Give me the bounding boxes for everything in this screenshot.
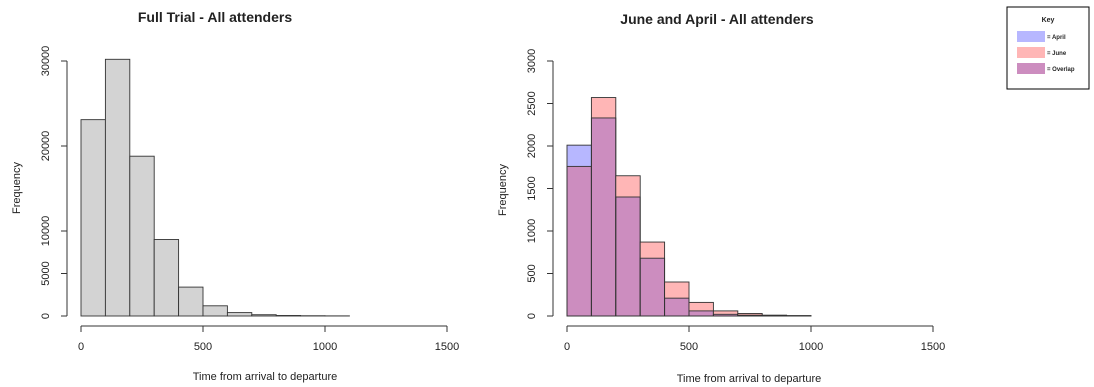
legend-label: = June: [1047, 51, 1067, 57]
june-bar-outline: [664, 281, 690, 317]
x-tick-label: 0: [564, 341, 570, 353]
overlap-bar: [615, 197, 641, 316]
histogram-bar: [129, 155, 155, 317]
legend: Key = April = June = Overlap: [1006, 6, 1090, 90]
y-tick-label: 20000: [40, 131, 52, 162]
april-bar: [567, 145, 592, 167]
y-tick-label: 3000: [526, 49, 538, 73]
june-bar: [713, 310, 738, 315]
chart-title: June and April - All attenders: [620, 11, 814, 27]
x-tick-label: 1000: [799, 341, 823, 353]
histogram-bar: [80, 119, 106, 317]
y-tick-label: 2500: [526, 91, 538, 115]
axes: 0 500 1000 1500 0 5000 10000 20000 30000: [40, 46, 459, 353]
june-bar: [591, 97, 616, 118]
histogram-bar: [275, 315, 302, 317]
chart-june-april: June and April - All attenders 0 500 1000 1…: [497, 11, 945, 385]
histogram-bar: [104, 58, 131, 317]
y-tick-label: 0: [40, 313, 52, 319]
bar-group: [566, 97, 812, 317]
histogram-bar: [226, 312, 253, 317]
x-tick-label: 1500: [435, 341, 459, 353]
legend-label: = April: [1047, 35, 1066, 41]
overlap-bar: [713, 314, 738, 316]
june-bar: [737, 313, 763, 316]
histogram-bar: [178, 286, 204, 317]
june-bar-outline: [688, 301, 714, 317]
legend-swatch: [1017, 47, 1045, 58]
chart-title: Full Trial - All attenders: [138, 9, 293, 25]
x-tick-label: 1500: [921, 341, 945, 353]
y-tick-label: 10000: [40, 216, 52, 247]
overlap-bar: [640, 258, 665, 316]
x-axis-label: Time from arrival to departure: [193, 371, 337, 383]
y-tick-label: 500: [526, 264, 538, 282]
legend-items: = April = June = Overlap: [1017, 31, 1075, 74]
overlap-bar: [591, 117, 616, 316]
y-tick-label: 1000: [526, 219, 538, 243]
y-axis-label: Frequency: [11, 162, 23, 214]
axes: 0 500 1000 1500 0 500 1000 1500 2000 2500 3000: [526, 49, 945, 353]
y-tick-label: 5000: [40, 261, 52, 285]
x-tick-label: 500: [194, 341, 212, 353]
legend-swatch: [1017, 63, 1045, 74]
bar-group: [80, 58, 350, 317]
legend-swatch: [1017, 31, 1045, 42]
overlap-bar: [689, 310, 714, 316]
june-bar: [689, 302, 714, 311]
june-bar: [640, 242, 665, 259]
june-bar: [664, 282, 689, 299]
june-bar-outline: [639, 241, 666, 317]
june-bar: [615, 175, 641, 197]
legend-title: Key: [1042, 17, 1055, 24]
overlap-bar: [567, 166, 592, 316]
y-tick-label: 30000: [40, 46, 52, 77]
histogram-bar: [153, 239, 180, 317]
legend-label: = Overlap: [1047, 67, 1075, 73]
x-tick-label: 0: [78, 341, 84, 353]
histogram-bar: [251, 314, 277, 317]
y-tick-label: 0: [526, 313, 538, 319]
y-tick-label: 1500: [526, 176, 538, 200]
overlap-bar: [664, 298, 689, 316]
x-tick-label: 1000: [313, 341, 337, 353]
chart-full-trial: Full Trial - All attenders 0 500 1000 15000…: [11, 9, 459, 383]
june-bar-outline: [761, 314, 788, 317]
x-axis-label: Time from arrival to departure: [677, 373, 821, 385]
y-tick-label: 2000: [526, 134, 538, 158]
y-axis-label: Frequency: [497, 164, 509, 216]
x-tick-label: 500: [680, 341, 698, 353]
histogram-bar: [202, 305, 228, 317]
